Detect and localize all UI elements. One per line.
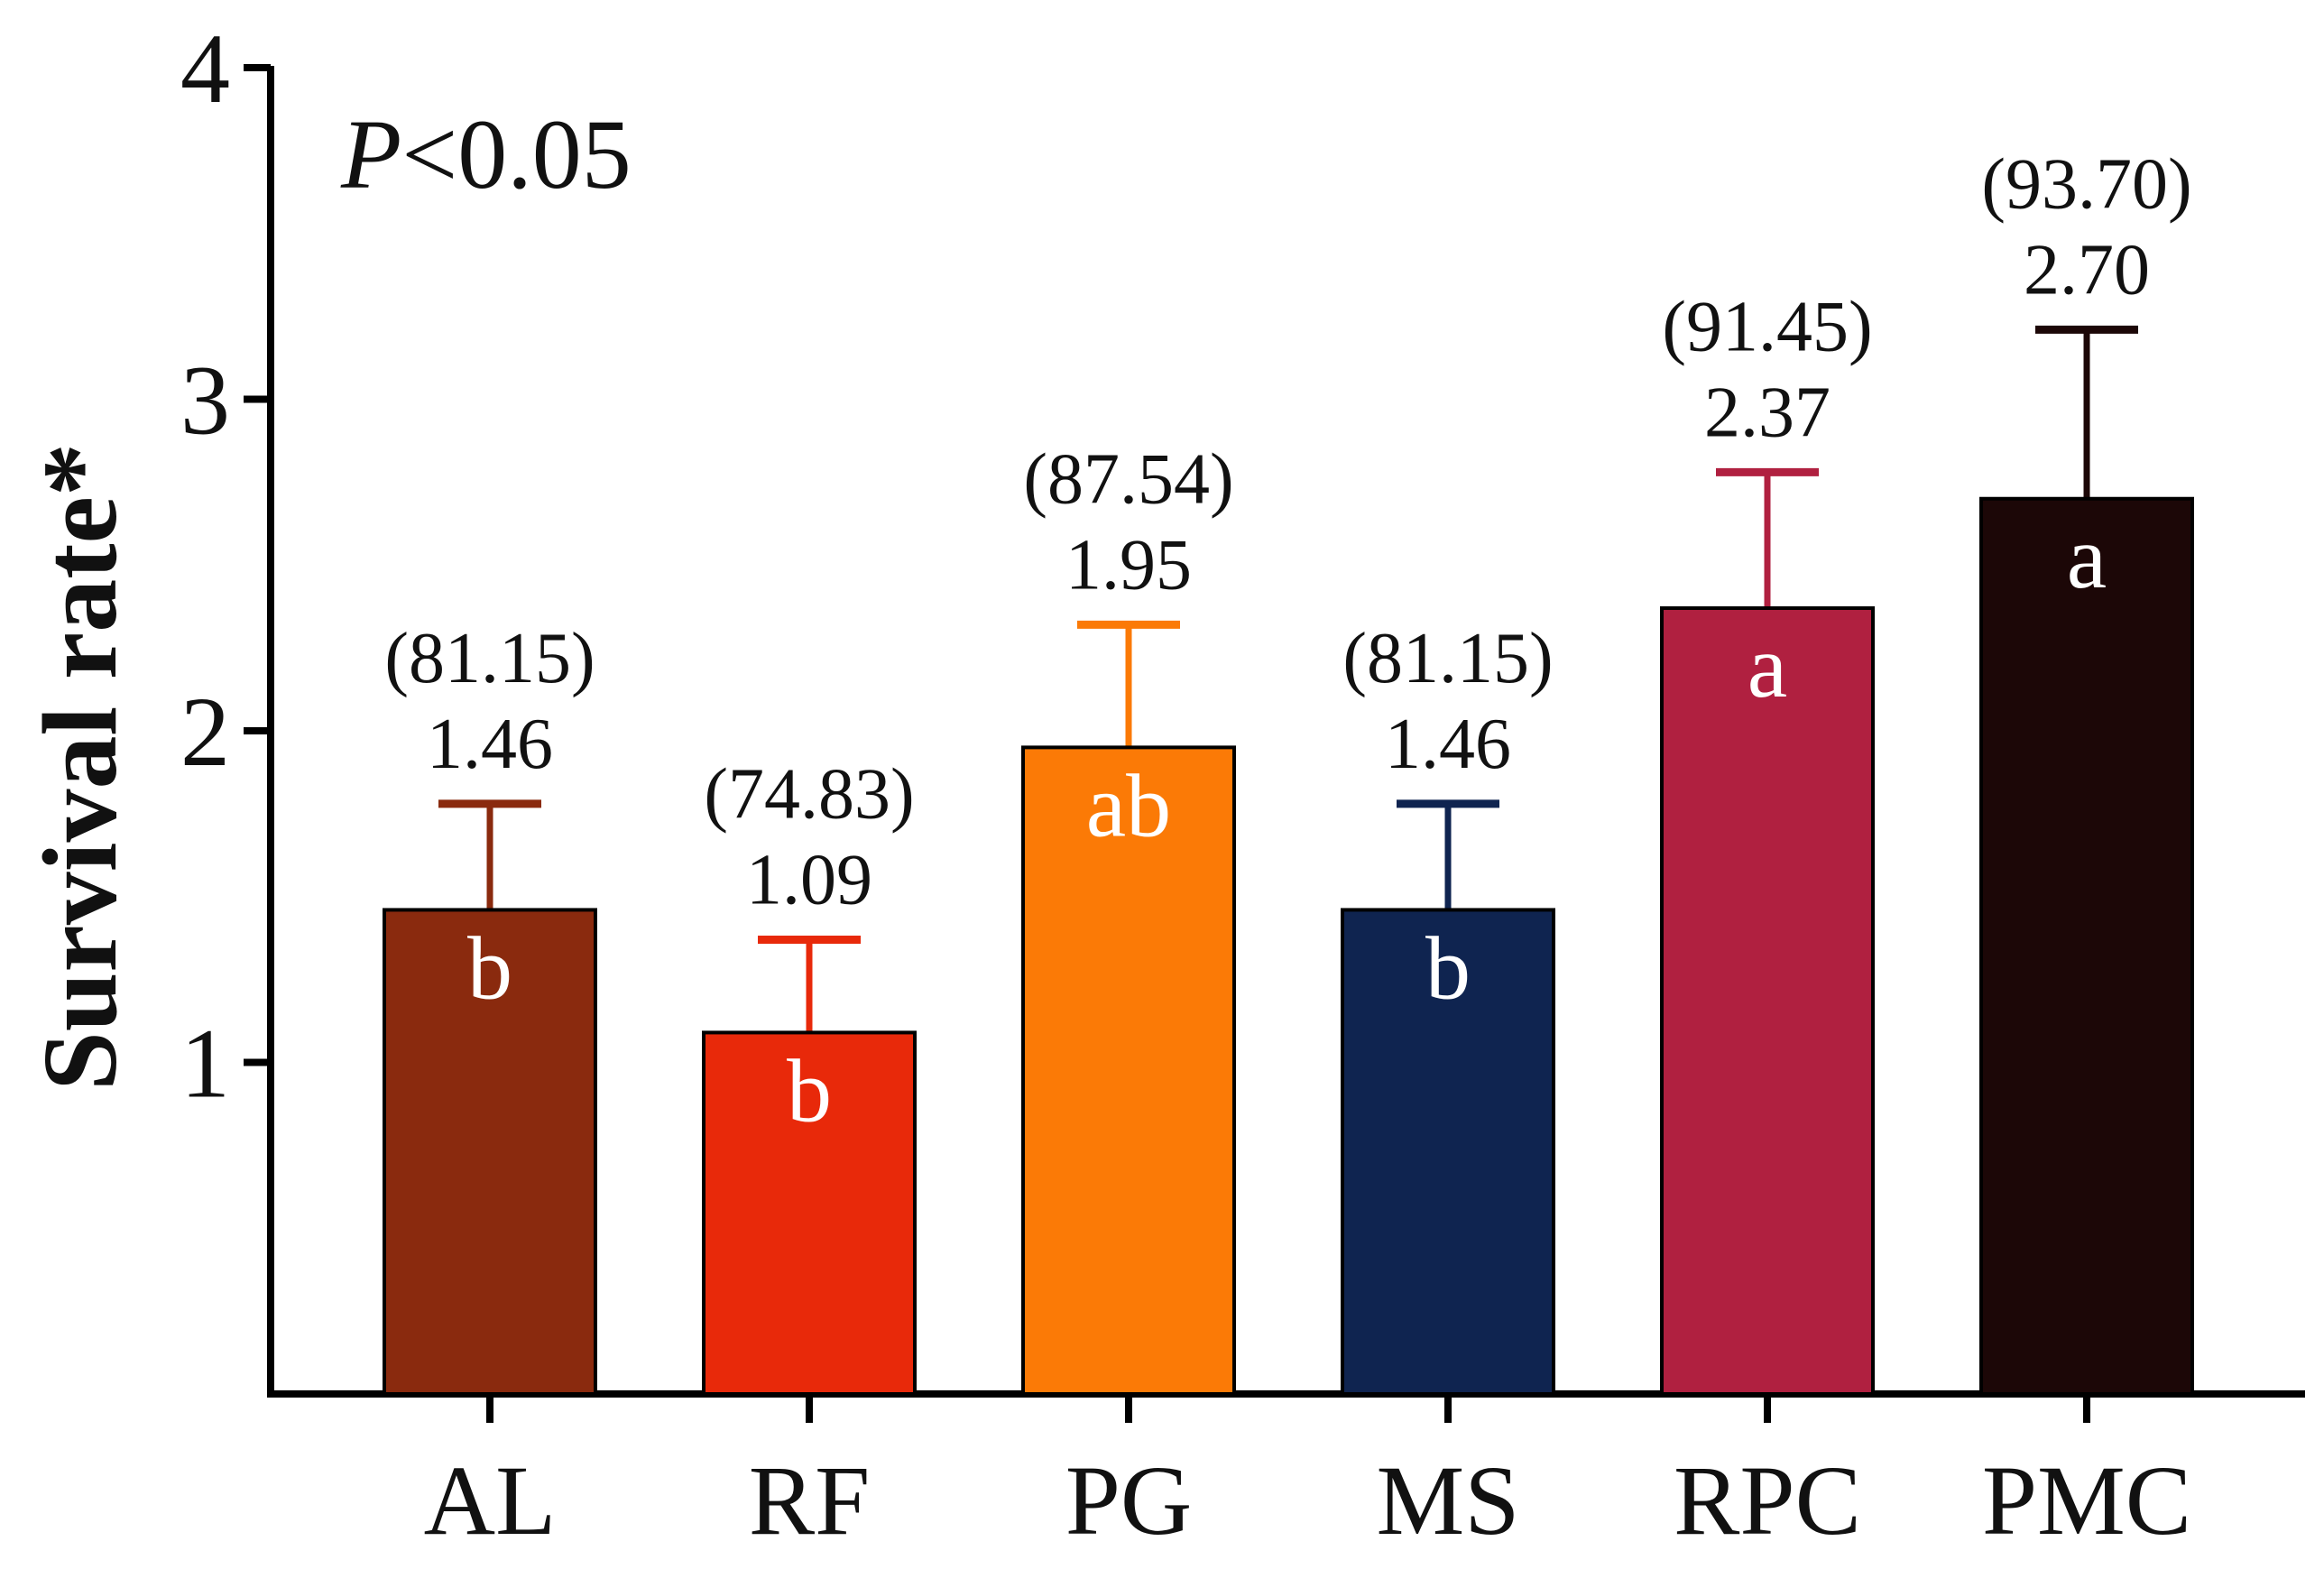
- significance-letter-rf: b: [787, 1040, 832, 1140]
- bar-rf: [702, 1030, 917, 1397]
- percent-label-al: (81.15): [384, 619, 595, 698]
- y-tick-label: 2: [180, 677, 230, 787]
- bar-pmc: [1979, 496, 2194, 1396]
- significance-letter-pmc: a: [2067, 507, 2107, 607]
- bar-al: [383, 908, 597, 1396]
- y-tick-label: 3: [180, 346, 230, 456]
- category-label-pmc: PMC: [1982, 1445, 2191, 1555]
- bar-ms: [1341, 908, 1555, 1396]
- p-value-annotation: P<0.05: [340, 99, 632, 209]
- p-value-rest: <0.05: [401, 99, 632, 209]
- bar-rpc: [1660, 606, 1875, 1396]
- category-label-ms: MS: [1377, 1445, 1520, 1555]
- value-label-pmc: 2.70: [2024, 230, 2150, 309]
- y-tick-label: 4: [180, 14, 230, 124]
- value-label-rf: 1.09: [746, 841, 872, 920]
- significance-letter-rpc: a: [1748, 616, 1787, 716]
- value-label-rpc: 2.37: [1704, 373, 1831, 452]
- percent-label-rf: (74.83): [704, 755, 914, 835]
- value-label-al: 1.46: [427, 705, 553, 784]
- category-label-al: AL: [424, 1445, 557, 1555]
- bars: [383, 325, 2194, 1397]
- significance-letter-pg: ab: [1086, 755, 1171, 855]
- percent-label-pg: (87.54): [1023, 439, 1233, 519]
- category-label-rpc: RPC: [1674, 1445, 1861, 1555]
- category-label-rf: RF: [749, 1445, 871, 1555]
- value-label-ms: 1.46: [1385, 705, 1511, 784]
- significance-letter-ms: b: [1425, 918, 1471, 1018]
- percent-label-rpc: (91.45): [1662, 287, 1872, 366]
- category-label-pg: PG: [1065, 1445, 1193, 1555]
- p-value-italic: P: [340, 99, 401, 209]
- labels: b1.46(81.15)ALb1.09(74.83)RFab1.95(87.54…: [384, 144, 2191, 1555]
- value-label-pg: 1.95: [1065, 525, 1192, 605]
- percent-label-ms: (81.15): [1342, 619, 1553, 698]
- axes: 1 2 3 4: [180, 14, 2305, 1423]
- y-tick-label: 1: [180, 1009, 230, 1119]
- significance-letter-al: b: [467, 918, 512, 1018]
- bar-pg: [1021, 745, 1236, 1396]
- y-axis-label: Survival rate*: [21, 443, 139, 1091]
- percent-label-pmc: (93.70): [1981, 144, 2191, 224]
